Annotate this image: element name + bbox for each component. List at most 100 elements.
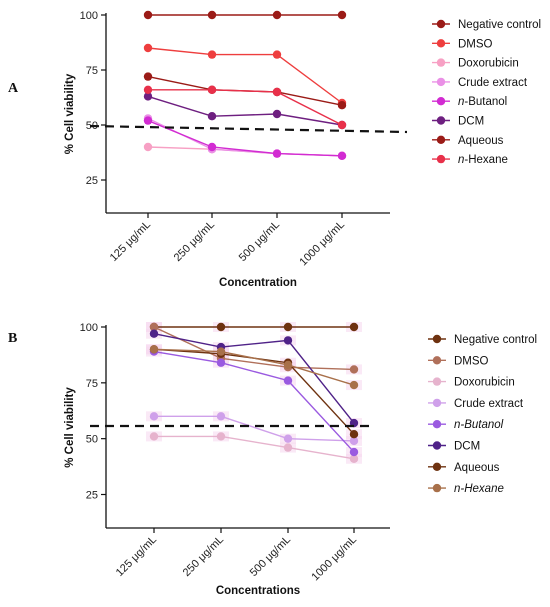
data-point <box>216 322 226 332</box>
legend-label: n-Butanol <box>454 419 504 431</box>
legend-swatch <box>436 58 446 67</box>
data-point <box>216 432 226 441</box>
data-point <box>143 72 153 81</box>
y-tick-label: 75 <box>86 65 98 77</box>
legend-label: n-Hexane <box>454 483 504 495</box>
data-point <box>207 142 217 152</box>
legend-label: DMSO <box>454 355 489 367</box>
data-point <box>283 434 293 443</box>
y-tick-label: 100 <box>80 322 98 334</box>
data-point <box>349 380 359 390</box>
legend-swatch <box>432 398 442 408</box>
data-point <box>283 376 293 385</box>
data-point <box>143 116 153 125</box>
legend-label: DCM <box>458 116 484 128</box>
data-point <box>283 443 293 452</box>
data-point <box>349 436 359 446</box>
data-point <box>272 149 282 158</box>
y-tick-label: 50 <box>86 434 98 446</box>
x-tick-label: 250 μg/mL <box>181 534 226 579</box>
x-tick-label: 250 μg/mL <box>172 219 217 264</box>
x-tick-label: 1000 μg/mL <box>309 534 359 584</box>
y-axis-title: % Cell viability <box>64 73 76 154</box>
series-line-5 <box>153 333 355 424</box>
chart-panel-b: B 25 50 75 100 125 μg/mL 250 μg/mL 500 μg/mL 100… <box>8 322 537 597</box>
series-line-3 <box>154 415 355 442</box>
y-tick-label: 25 <box>86 175 98 187</box>
data-point <box>337 101 347 110</box>
legend-label: n-Hexane <box>458 154 508 166</box>
legend-swatch <box>432 420 442 429</box>
series-line-4 <box>153 350 355 453</box>
data-point <box>143 43 153 53</box>
x-tick-label: 1000 μg/mL <box>297 219 347 269</box>
y-axis-title: % Cell viability <box>64 387 76 468</box>
x-tick-label: 125 μg/mL <box>114 534 159 579</box>
data-point <box>283 322 293 332</box>
x-axis-title: Concentration <box>219 277 297 289</box>
data-point <box>272 10 282 20</box>
data-point <box>149 345 159 354</box>
data-point <box>143 85 153 95</box>
data-point <box>143 142 153 152</box>
legend-swatch <box>432 334 442 344</box>
legend-swatch <box>436 39 446 48</box>
series-line-4 <box>147 119 343 157</box>
data-point <box>149 322 159 332</box>
legend-label: Aqueous <box>454 462 500 474</box>
legend-label: Doxorubicin <box>458 58 519 70</box>
legend-label: Crude extract <box>454 398 524 410</box>
data-point <box>283 336 293 345</box>
legend-swatch <box>432 441 442 450</box>
y-tick-label: 25 <box>86 490 98 502</box>
threshold-line <box>89 124 408 134</box>
series-line-2 <box>154 435 355 460</box>
data-point <box>143 10 153 20</box>
data-point <box>216 347 226 356</box>
data-point <box>337 151 347 160</box>
series-line-1 <box>147 47 343 104</box>
data-point <box>283 360 293 370</box>
data-point <box>337 10 347 20</box>
x-axis-title: Concentrations <box>216 585 300 597</box>
data-point <box>349 322 359 332</box>
data-point <box>349 454 359 463</box>
legend-label: DMSO <box>458 38 493 50</box>
data-point <box>207 10 217 20</box>
data-point <box>272 87 282 97</box>
legend-label: n-Butanol <box>458 96 507 108</box>
x-tick-label: 500 μg/mL <box>237 219 282 264</box>
y-tick-label: 75 <box>86 378 98 390</box>
data-point <box>207 85 217 95</box>
legend-label: Doxorubicin <box>454 377 515 389</box>
legend-label: Crude extract <box>458 77 528 89</box>
series-line-1 <box>153 326 355 371</box>
data-point <box>149 432 159 441</box>
data-point <box>272 109 282 119</box>
x-tick-label: 125 μg/mL <box>108 219 153 264</box>
data-point <box>337 120 347 130</box>
legend-swatch <box>436 19 446 29</box>
legend-label: Negative control <box>458 19 541 31</box>
data-point <box>349 430 359 439</box>
series-line-7 <box>148 89 343 126</box>
series-line-5 <box>147 95 343 126</box>
legend-swatch <box>432 356 442 365</box>
data-point <box>149 412 159 421</box>
legend-label: Negative control <box>454 334 537 346</box>
legend-label: Aqueous <box>458 135 504 147</box>
y-tick-label: 100 <box>80 10 98 22</box>
x-tick-label: 500 μg/mL <box>248 534 293 579</box>
legend-label: DCM <box>454 441 480 453</box>
data-point <box>143 92 153 101</box>
legend-swatch <box>436 154 446 164</box>
legend-swatch <box>436 116 446 125</box>
data-point <box>349 365 359 374</box>
data-point <box>272 50 282 59</box>
data-point <box>216 412 226 421</box>
legend-swatch <box>436 135 446 144</box>
data-point <box>216 358 226 367</box>
data-point <box>349 447 359 457</box>
